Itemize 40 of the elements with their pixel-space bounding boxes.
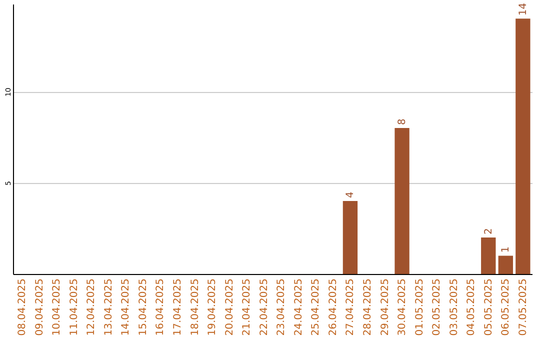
- x-tick-label: 10.04.2025: [52, 278, 63, 336]
- x-tick-label: 13.04.2025: [103, 278, 114, 336]
- x-tick-label: 22.04.2025: [258, 278, 270, 336]
- bar: [498, 256, 513, 274]
- x-tick-label: 05.05.2025: [483, 278, 494, 336]
- x-tick-label: 14.04.2025: [120, 278, 132, 336]
- x-tick-label: 17.04.2025: [172, 278, 184, 336]
- x-tick-label: 26.04.2025: [328, 278, 339, 336]
- x-tick-label: 28.04.2025: [362, 278, 374, 336]
- x-tick-label: 04.05.2025: [466, 278, 478, 336]
- x-tick-label: 16.04.2025: [155, 278, 166, 336]
- bar: [342, 201, 358, 274]
- x-tick-label: 24.04.2025: [293, 278, 304, 336]
- x-tick-label: 08.04.2025: [17, 278, 28, 336]
- x-tick-label: 20.04.2025: [224, 278, 236, 336]
- x-tick-label: 29.04.2025: [380, 278, 391, 336]
- data-label: 2: [483, 228, 494, 235]
- x-tick-label: 06.05.2025: [500, 278, 512, 336]
- x-tick-label: 09.04.2025: [34, 278, 46, 336]
- x-tick-label: 18.04.2025: [190, 278, 201, 336]
- x-tick-label: 23.04.2025: [276, 278, 288, 336]
- x-tick-label: 01.05.2025: [414, 278, 426, 336]
- x-tick-label: 19.04.2025: [207, 278, 218, 336]
- x-tick-label: 15.04.2025: [138, 278, 149, 336]
- data-label: 8: [397, 118, 408, 126]
- data-label: 1: [500, 246, 512, 253]
- x-tick-label: 02.05.2025: [432, 278, 443, 336]
- x-tick-label: 21.04.2025: [242, 278, 253, 336]
- x-tick-label: 30.04.2025: [397, 278, 408, 336]
- bar: [481, 238, 496, 274]
- x-tick-label: 27.04.2025: [345, 278, 356, 336]
- x-tick-label: 25.04.2025: [310, 278, 322, 336]
- bar: [516, 18, 530, 274]
- x-tick-label: 03.05.2025: [448, 278, 460, 336]
- data-label: 14: [518, 2, 529, 16]
- bar: [394, 128, 410, 274]
- x-tick-label: 12.04.2025: [86, 278, 98, 336]
- x-tick-label: 07.05.2025: [518, 278, 529, 336]
- x-tick-label: 11.04.2025: [68, 278, 80, 336]
- data-label: 4: [345, 192, 356, 198]
